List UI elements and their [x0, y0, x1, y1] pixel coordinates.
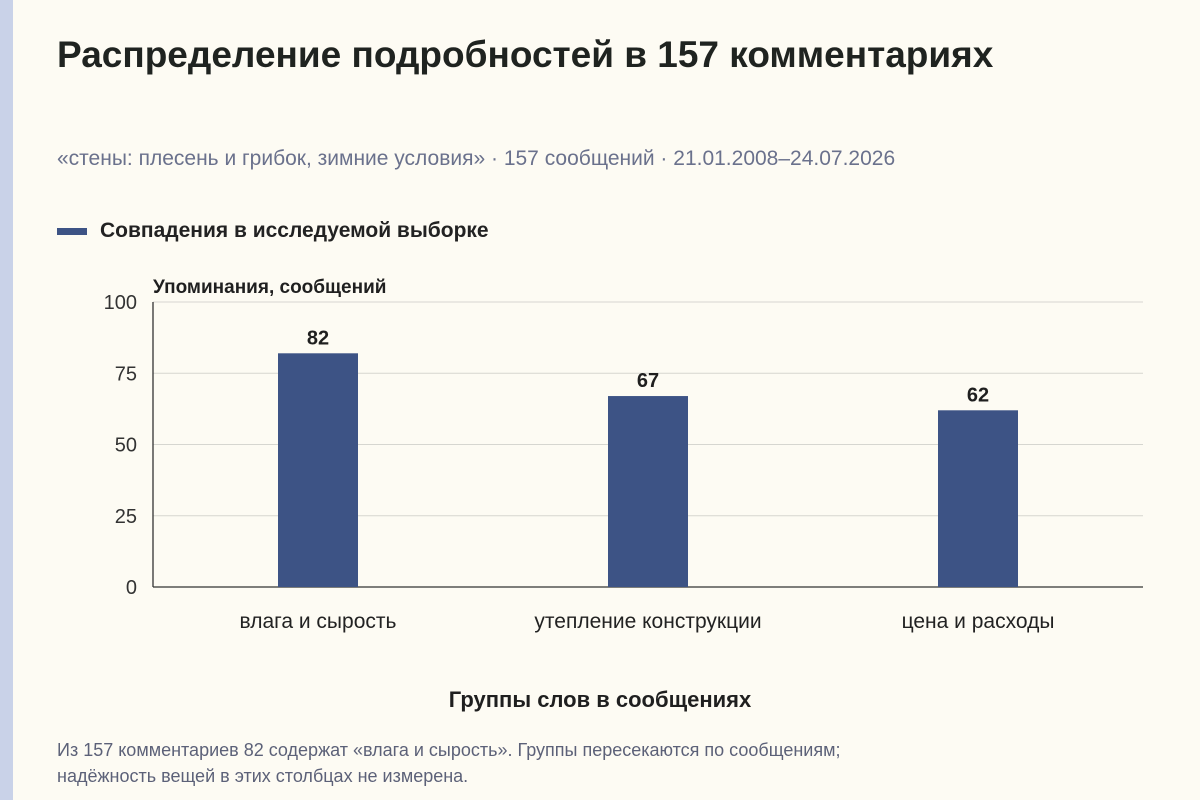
- y-tick-label: 0: [126, 577, 137, 599]
- bar: [608, 396, 688, 587]
- x-axis-label: Группы слов в сообщениях: [448, 687, 752, 712]
- x-tick-label: цена и расходы: [902, 610, 1055, 633]
- page-title: Распределение подробностей в 157 коммент…: [57, 34, 994, 75]
- bar: [938, 410, 1018, 587]
- footnote-line-1: Из 157 комментариев 82 содержат «влага и…: [57, 740, 841, 760]
- y-axis-label: Упоминания, сообщений: [153, 277, 386, 298]
- chart-subtitle: «стены: плесень и грибок, зимние условия…: [57, 147, 896, 170]
- bar: [278, 353, 358, 587]
- bar-value-label: 82: [307, 327, 329, 349]
- y-tick-label: 100: [104, 292, 137, 314]
- legend-swatch: [57, 227, 87, 235]
- x-tick-label: утепление конструкции: [534, 610, 761, 633]
- y-tick-label: 75: [115, 363, 137, 385]
- bar-value-label: 67: [637, 370, 659, 392]
- left-accent-stripe: [0, 0, 13, 800]
- legend-label: Совпадения в исследуемой выборке: [100, 219, 489, 242]
- y-tick-label: 50: [115, 435, 137, 457]
- legend: Совпадения в исследуемой выборке: [57, 219, 489, 243]
- footnote: Из 157 комментариев 82 содержат «влага и…: [57, 737, 1147, 789]
- bar-value-label: 62: [967, 384, 989, 406]
- footnote-line-2: надёжность вещей в этих столбцах не изме…: [57, 766, 469, 786]
- x-tick-label: влага и сырость: [240, 610, 397, 633]
- bar-chart: Упоминания, сообщений 0 25 50 75 100 82 влага и…: [104, 277, 1143, 633]
- y-tick-label: 25: [115, 506, 137, 528]
